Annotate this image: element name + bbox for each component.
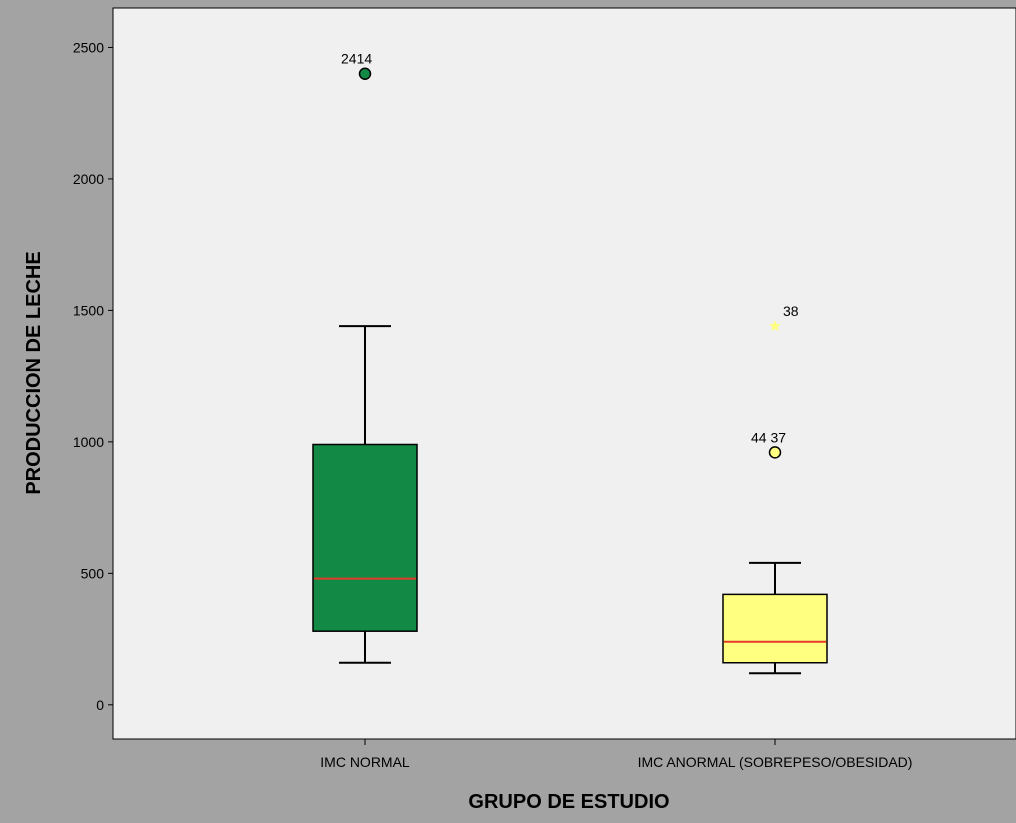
outlier-label: 44 37 <box>751 429 786 445</box>
plot-area <box>112 7 1016 740</box>
y-axis-title: PRODUCCION DE LECHE <box>23 251 45 494</box>
x-axis: IMC NORMAL IMC ANORMAL (SOBREPESO/OBESIDA… <box>320 739 912 770</box>
y-tick-label: 0 <box>96 697 104 713</box>
y-tick-label: 1500 <box>73 302 104 318</box>
x-axis-title: GRUPO DE ESTUDIO <box>468 791 669 813</box>
box-group: 2414 <box>312 51 418 664</box>
x-tick-label: IMC ANORMAL (SOBREPESO/OBESIDAD) <box>638 754 913 770</box>
y-tick-label: 2000 <box>73 171 104 187</box>
y-tick-label: 500 <box>81 565 105 581</box>
x-tick-label: IMC NORMAL <box>320 754 410 770</box>
box-group: 44 37 38 <box>722 303 828 675</box>
outlier-label: 38 <box>783 303 799 319</box>
box-series: 2414 44 37 38 <box>312 51 828 675</box>
iqr-box <box>722 593 828 664</box>
y-axis: 0 500 1000 1500 2000 2500 <box>73 39 113 713</box>
extreme-outlier-point <box>769 320 781 331</box>
outlier-point <box>768 446 782 459</box>
y-tick-label: 2500 <box>73 39 104 55</box>
iqr-box <box>312 443 418 632</box>
outlier-point <box>358 67 372 80</box>
y-tick-label: 1000 <box>73 434 104 450</box>
outlier-label: 2414 <box>341 51 372 67</box>
